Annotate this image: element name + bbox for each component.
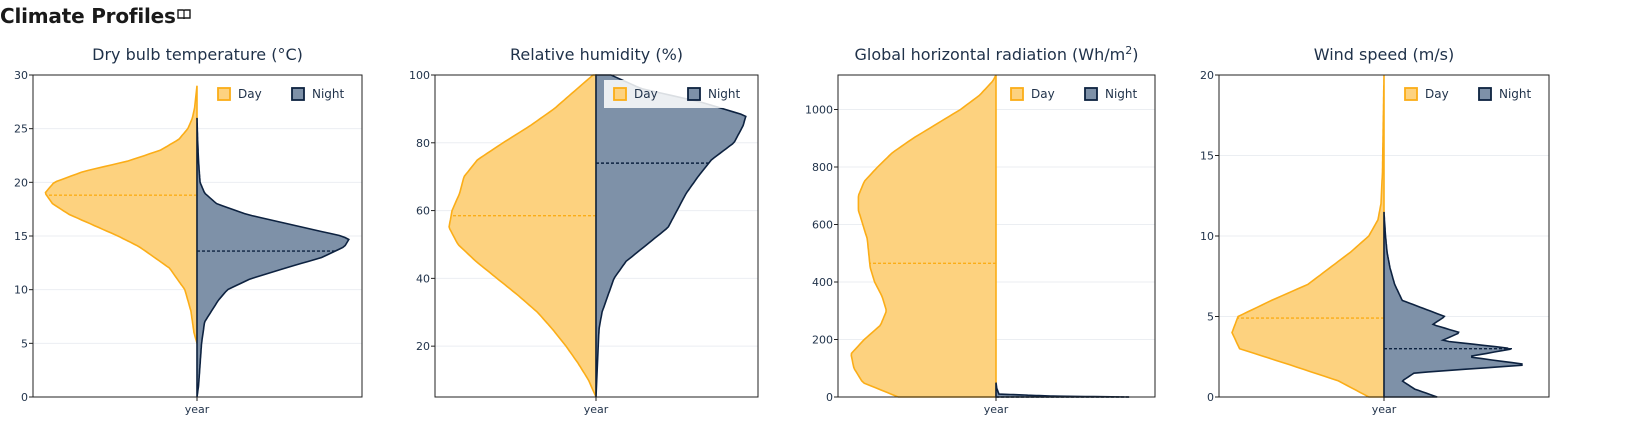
y-tick-label: 30 bbox=[14, 69, 28, 82]
y-tick-label: 400 bbox=[812, 276, 833, 289]
legend-background bbox=[1001, 80, 1153, 108]
y-tick-label: 25 bbox=[14, 123, 28, 136]
chart-title-main: Global horizontal radiation (Wh/m bbox=[855, 45, 1126, 64]
y-tick-label: 15 bbox=[14, 230, 28, 243]
violin-night[interactable] bbox=[995, 382, 1130, 398]
legend-label-night[interactable]: Night bbox=[312, 87, 345, 101]
legend-label-night[interactable]: Night bbox=[1105, 87, 1138, 101]
y-tick-label: 10 bbox=[14, 284, 28, 297]
y-tick-label: 60 bbox=[416, 205, 430, 218]
chart-panel-1: 0 5 10 15 20 25 30 year Dry bulb temperature (°C… bbox=[14, 45, 363, 416]
chart-panel-3: 0 200 400 600 800 1000 year Global horizontal r… bbox=[805, 44, 1156, 416]
y-tick-label: 100 bbox=[409, 69, 430, 82]
violin-day[interactable] bbox=[44, 85, 198, 344]
chart-title-end: ) bbox=[1132, 45, 1138, 64]
x-axis-label: year bbox=[185, 403, 210, 416]
violin-night[interactable] bbox=[196, 117, 350, 398]
chart-title: Global horizontal radiation (Wh/m2) bbox=[855, 44, 1139, 64]
y-tick-label: 40 bbox=[416, 272, 430, 285]
legend-swatch-night[interactable] bbox=[687, 87, 701, 101]
legend-label-night[interactable]: Night bbox=[1499, 87, 1532, 101]
violin-night[interactable] bbox=[595, 74, 747, 398]
x-axis-label: year bbox=[984, 403, 1009, 416]
legend-background bbox=[1395, 80, 1547, 108]
legend-swatch-day[interactable] bbox=[613, 87, 627, 101]
legend: Day Night bbox=[208, 80, 360, 108]
page-header: Climate Profiles bbox=[0, 0, 220, 34]
x-axis-label: year bbox=[584, 403, 609, 416]
y-tick-label: 20 bbox=[1200, 69, 1214, 82]
legend-swatch-day[interactable] bbox=[1404, 87, 1418, 101]
legend-label-day[interactable]: Day bbox=[1031, 87, 1055, 101]
legend-swatch-day[interactable] bbox=[217, 87, 231, 101]
y-tick-label: 600 bbox=[812, 219, 833, 232]
chart-panel-4: 0 5 10 15 20 year Wind speed (m/s) Day Night bbox=[1200, 45, 1550, 416]
violin-day[interactable] bbox=[1231, 75, 1385, 398]
y-tick-label: 200 bbox=[812, 334, 833, 347]
y-tick-label: 0 bbox=[826, 391, 833, 404]
legend: Day Night bbox=[1001, 80, 1153, 108]
page-title: Climate Profiles bbox=[0, 4, 176, 28]
violin-day[interactable] bbox=[850, 74, 997, 398]
y-tick-label: 10 bbox=[1200, 230, 1214, 243]
y-tick-label: 0 bbox=[1207, 391, 1214, 404]
legend: Day Night bbox=[604, 80, 756, 108]
chart-panel-2: 20 40 60 80 100 year Relative humidity (%) Day N… bbox=[409, 45, 759, 416]
violin-day[interactable] bbox=[448, 74, 597, 398]
chart-title-sup: 2 bbox=[1125, 44, 1132, 57]
legend-swatch-night[interactable] bbox=[1084, 87, 1098, 101]
y-tick-label: 5 bbox=[21, 337, 28, 350]
legend-swatch-night[interactable] bbox=[291, 87, 305, 101]
y-tick-label: 80 bbox=[416, 137, 430, 150]
y-tick-label: 1000 bbox=[805, 104, 833, 117]
chart-title: Dry bulb temperature (°C) bbox=[92, 45, 303, 64]
y-tick-label: 800 bbox=[812, 161, 833, 174]
violin-night[interactable] bbox=[1383, 211, 1523, 398]
legend: Day Night bbox=[1395, 80, 1547, 108]
legend-background bbox=[208, 80, 360, 108]
chart-title: Wind speed (m/s) bbox=[1314, 45, 1455, 64]
legend-label-night[interactable]: Night bbox=[708, 87, 741, 101]
legend-swatch-night[interactable] bbox=[1478, 87, 1492, 101]
y-tick-label: 0 bbox=[21, 391, 28, 404]
legend-swatch-day[interactable] bbox=[1010, 87, 1024, 101]
y-tick-label: 5 bbox=[1207, 311, 1214, 324]
legend-label-day[interactable]: Day bbox=[238, 87, 262, 101]
y-tick-label: 20 bbox=[416, 340, 430, 353]
legend-background bbox=[604, 80, 756, 108]
y-tick-label: 20 bbox=[14, 176, 28, 189]
legend-label-day[interactable]: Day bbox=[1425, 87, 1449, 101]
y-tick-label: 15 bbox=[1200, 150, 1214, 163]
x-axis-label: year bbox=[1372, 403, 1397, 416]
legend-label-day[interactable]: Day bbox=[634, 87, 658, 101]
chart-title: Relative humidity (%) bbox=[510, 45, 683, 64]
book-icon[interactable] bbox=[177, 8, 191, 20]
